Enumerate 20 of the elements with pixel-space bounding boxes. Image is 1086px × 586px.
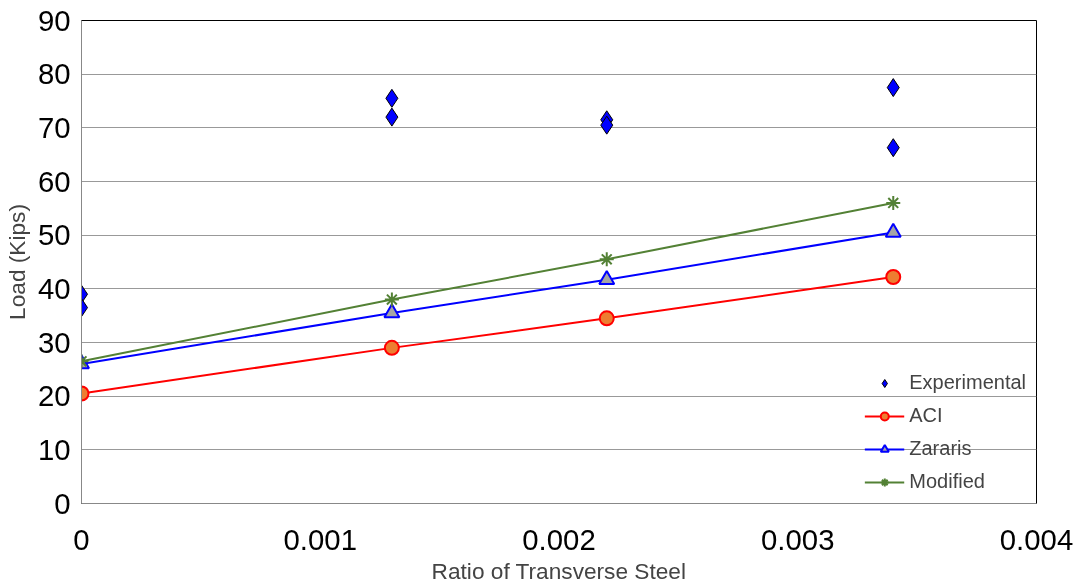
y-tick-label: 20 (37, 379, 71, 413)
legend-label: Modified (909, 470, 985, 493)
y-tick-label: 10 (37, 432, 71, 466)
y-tick-label: 40 (37, 271, 71, 305)
x-tick-label: 0.002 (522, 522, 596, 556)
y-tick-label: 70 (37, 110, 71, 144)
x-axis-title: Ratio of Transverse Steel (431, 557, 686, 584)
x-tick-label: 0.001 (283, 522, 357, 556)
x-tick-label: 0.003 (761, 522, 835, 556)
y-tick-label: 0 (54, 486, 71, 520)
y-tick-label: 30 (37, 325, 71, 359)
y-axis-title: Load (Kips) (3, 204, 30, 320)
y-tick-label: 50 (37, 218, 71, 252)
legend-label: Experimental (909, 371, 1026, 394)
legend-label: ACI (909, 404, 943, 427)
x-tick-label: 0.004 (999, 522, 1074, 556)
legend-label: Zararis (909, 437, 972, 460)
y-tick-label: 90 (37, 3, 71, 37)
y-tick-label: 60 (37, 164, 71, 198)
y-tick-label: 80 (37, 57, 71, 91)
